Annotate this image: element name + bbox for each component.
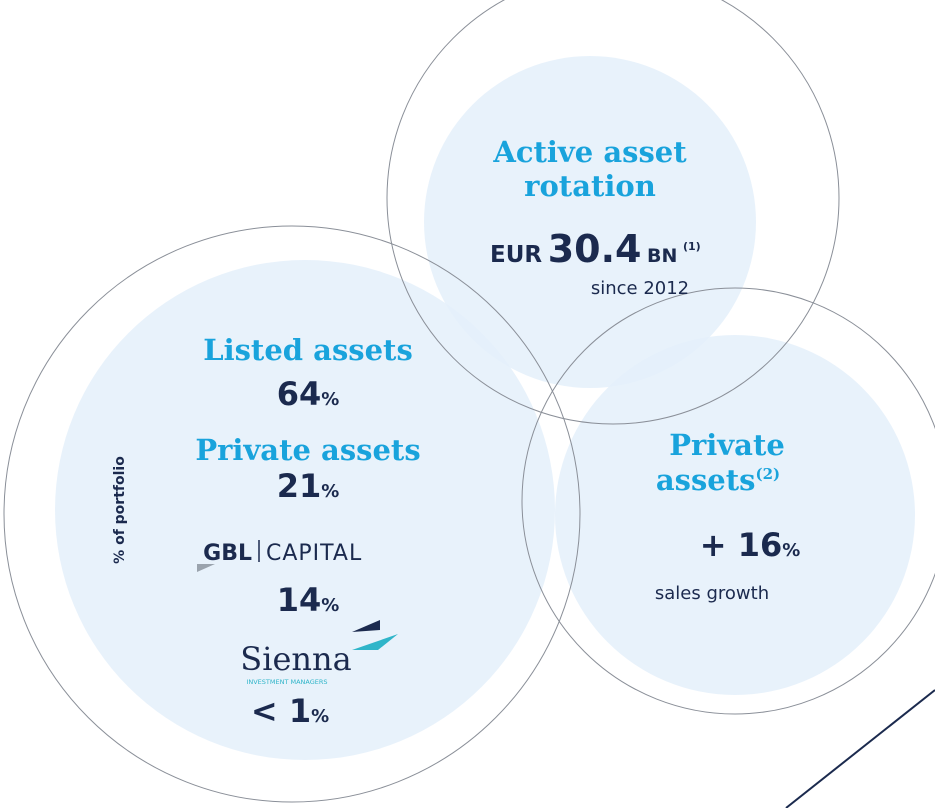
title: assets <box>656 463 756 497</box>
private-outline <box>521 287 935 715</box>
sienna-mark <box>352 634 398 650</box>
currency: EUR <box>490 242 542 268</box>
rotation-title: Active asset <box>492 135 687 169</box>
axis-label: % of portfolio <box>112 456 128 564</box>
unit: BN <box>647 245 677 267</box>
value: 30.4 <box>548 227 642 271</box>
sienna-logo: Sienna <box>240 640 351 678</box>
listed-label: Listed assets <box>203 333 413 367</box>
note: (1) <box>683 240 701 253</box>
rotation-caption: since 2012 <box>591 278 689 299</box>
note: (2) <box>755 465 780 483</box>
private-title: Private <box>669 428 785 462</box>
decor-line <box>785 689 935 808</box>
private-title: assets(2) <box>656 463 780 497</box>
rotation-title: rotation <box>524 169 656 203</box>
listed-value: 64% <box>277 375 340 413</box>
gbl-logo: GBL <box>203 541 252 566</box>
private-label: Private assets <box>195 433 420 467</box>
unit: % <box>782 540 800 561</box>
rotation-value: EUR 30.4 BN (1) <box>490 227 701 271</box>
rotation-fill <box>424 56 756 388</box>
growth-value: + 16% <box>700 526 801 564</box>
value: 14 <box>277 581 322 619</box>
value: < 1 <box>251 692 311 730</box>
unit: % <box>321 595 339 616</box>
rotation-outline <box>386 0 840 425</box>
capital-logo: CAPITAL <box>266 541 362 566</box>
unit: % <box>321 389 339 410</box>
gbl-value: 14% <box>277 581 340 619</box>
unit: % <box>311 706 329 727</box>
private-fill <box>555 335 915 695</box>
portfolio-outline <box>3 225 581 803</box>
value: 64 <box>277 375 322 413</box>
sienna-value: < 1% <box>251 692 329 730</box>
value: + 16 <box>700 526 782 564</box>
growth-caption: sales growth <box>655 583 769 604</box>
unit: % <box>321 481 339 502</box>
value: 21 <box>277 467 322 505</box>
sienna-sub: INVESTMENT MANAGERS <box>246 678 327 686</box>
private-value: 21% <box>277 467 340 505</box>
portfolio-fill <box>55 260 555 760</box>
sienna-mark <box>352 620 380 632</box>
logo-accent <box>197 564 215 572</box>
